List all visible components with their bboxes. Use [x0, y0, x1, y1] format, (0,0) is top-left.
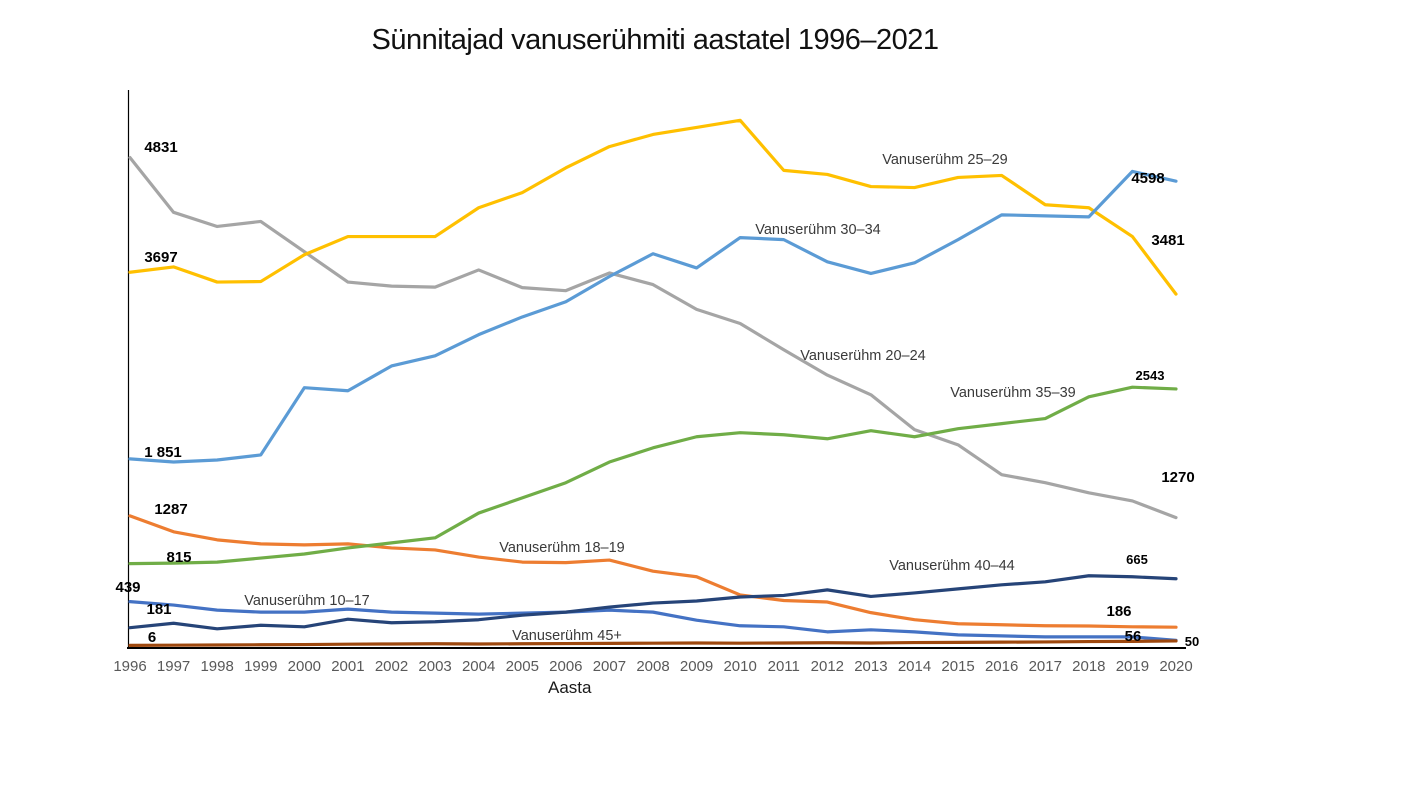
series-inline-label: Vanuserühm 10–17 — [244, 593, 370, 609]
series-inline-label: Vanuserühm 20–24 — [800, 348, 926, 364]
line-vanuser-hm-10-17 — [128, 600, 1178, 642]
value-label: 815 — [166, 549, 191, 566]
x-axis-tick-label: 2016 — [985, 658, 1018, 675]
chart-title: Sünnitajad vanuserühmiti aastatel 1996–2… — [371, 24, 939, 56]
series-inline-label: Vanuserühm 45+ — [512, 628, 622, 644]
value-label: 3697 — [144, 249, 177, 266]
x-axis-tick-label: 2010 — [723, 658, 756, 675]
x-axis-tick-label: 2019 — [1116, 658, 1149, 675]
series-inline-label: Vanuserühm 40–44 — [889, 558, 1015, 574]
x-axis-tick-label: 2012 — [811, 658, 844, 675]
x-axis-tick-label: 1999 — [244, 658, 277, 675]
x-axis-tick-label: 2020 — [1159, 658, 1192, 675]
value-label: 6 — [148, 629, 156, 646]
x-axis-tick-label: 2004 — [462, 658, 495, 675]
x-axis-tick-label: 2002 — [375, 658, 408, 675]
x-axis-tick-label: 2006 — [549, 658, 582, 675]
line-vanuser-hm-45- — [128, 639, 1178, 647]
x-axis-tick-label: 2005 — [506, 658, 539, 675]
x-axis-tick-label: 1998 — [200, 658, 233, 675]
series-inline-label: Vanuserühm 30–34 — [755, 222, 881, 238]
line-vanuser-hm-18-19 — [128, 514, 1178, 629]
value-label: 1270 — [1161, 469, 1194, 486]
x-axis-tick-label: 2013 — [854, 658, 887, 675]
x-axis-tick-label: 1996 — [113, 658, 146, 675]
value-label: 3481 — [1151, 232, 1184, 249]
x-axis-tick-label: 2001 — [331, 658, 364, 675]
x-axis-tick-label: 2009 — [680, 658, 713, 675]
line-vanuser-hm-25-29 — [128, 118, 1178, 296]
x-axis-tick-label: 1997 — [157, 658, 190, 675]
line-vanuser-hm-30-34 — [128, 169, 1178, 464]
line-vanuser-hm-35-39 — [128, 385, 1178, 566]
value-label: 4831 — [144, 139, 177, 156]
x-axis-tick-label: 2011 — [768, 658, 800, 675]
value-label: 181 — [146, 601, 171, 618]
series-inline-label: Vanuserühm 35–39 — [950, 385, 1076, 401]
x-axis-tick-label: 2015 — [941, 658, 974, 675]
value-label: 439 — [115, 579, 140, 596]
line-vanuser-hm-40-44 — [128, 574, 1178, 631]
x-axis-title: Aasta — [548, 678, 592, 697]
x-axis-tick-label: 2007 — [593, 658, 626, 675]
value-label: 2543 — [1136, 368, 1165, 383]
value-label: 186 — [1106, 603, 1131, 620]
value-label: 4598 — [1131, 170, 1164, 187]
x-axis-tick-label: 2000 — [288, 658, 321, 675]
value-label: 1 851 — [144, 444, 182, 461]
x-axis-tick-label: 2018 — [1072, 658, 1105, 675]
x-axis-tick-label: 2008 — [636, 658, 669, 675]
value-label: 665 — [1126, 552, 1148, 567]
series-inline-label: Vanuserühm 25–29 — [882, 152, 1008, 168]
value-label: 56 — [1125, 628, 1142, 645]
x-axis-tick-label: 2003 — [418, 658, 451, 675]
value-label: 50 — [1185, 634, 1199, 649]
x-axis-tick-label: 2014 — [898, 658, 931, 675]
value-label: 1287 — [154, 501, 187, 518]
line-vanuser-hm-20-24 — [128, 156, 1178, 520]
series-inline-label: Vanuserühm 18–19 — [499, 540, 625, 556]
x-axis-tick-label: 2017 — [1029, 658, 1062, 675]
